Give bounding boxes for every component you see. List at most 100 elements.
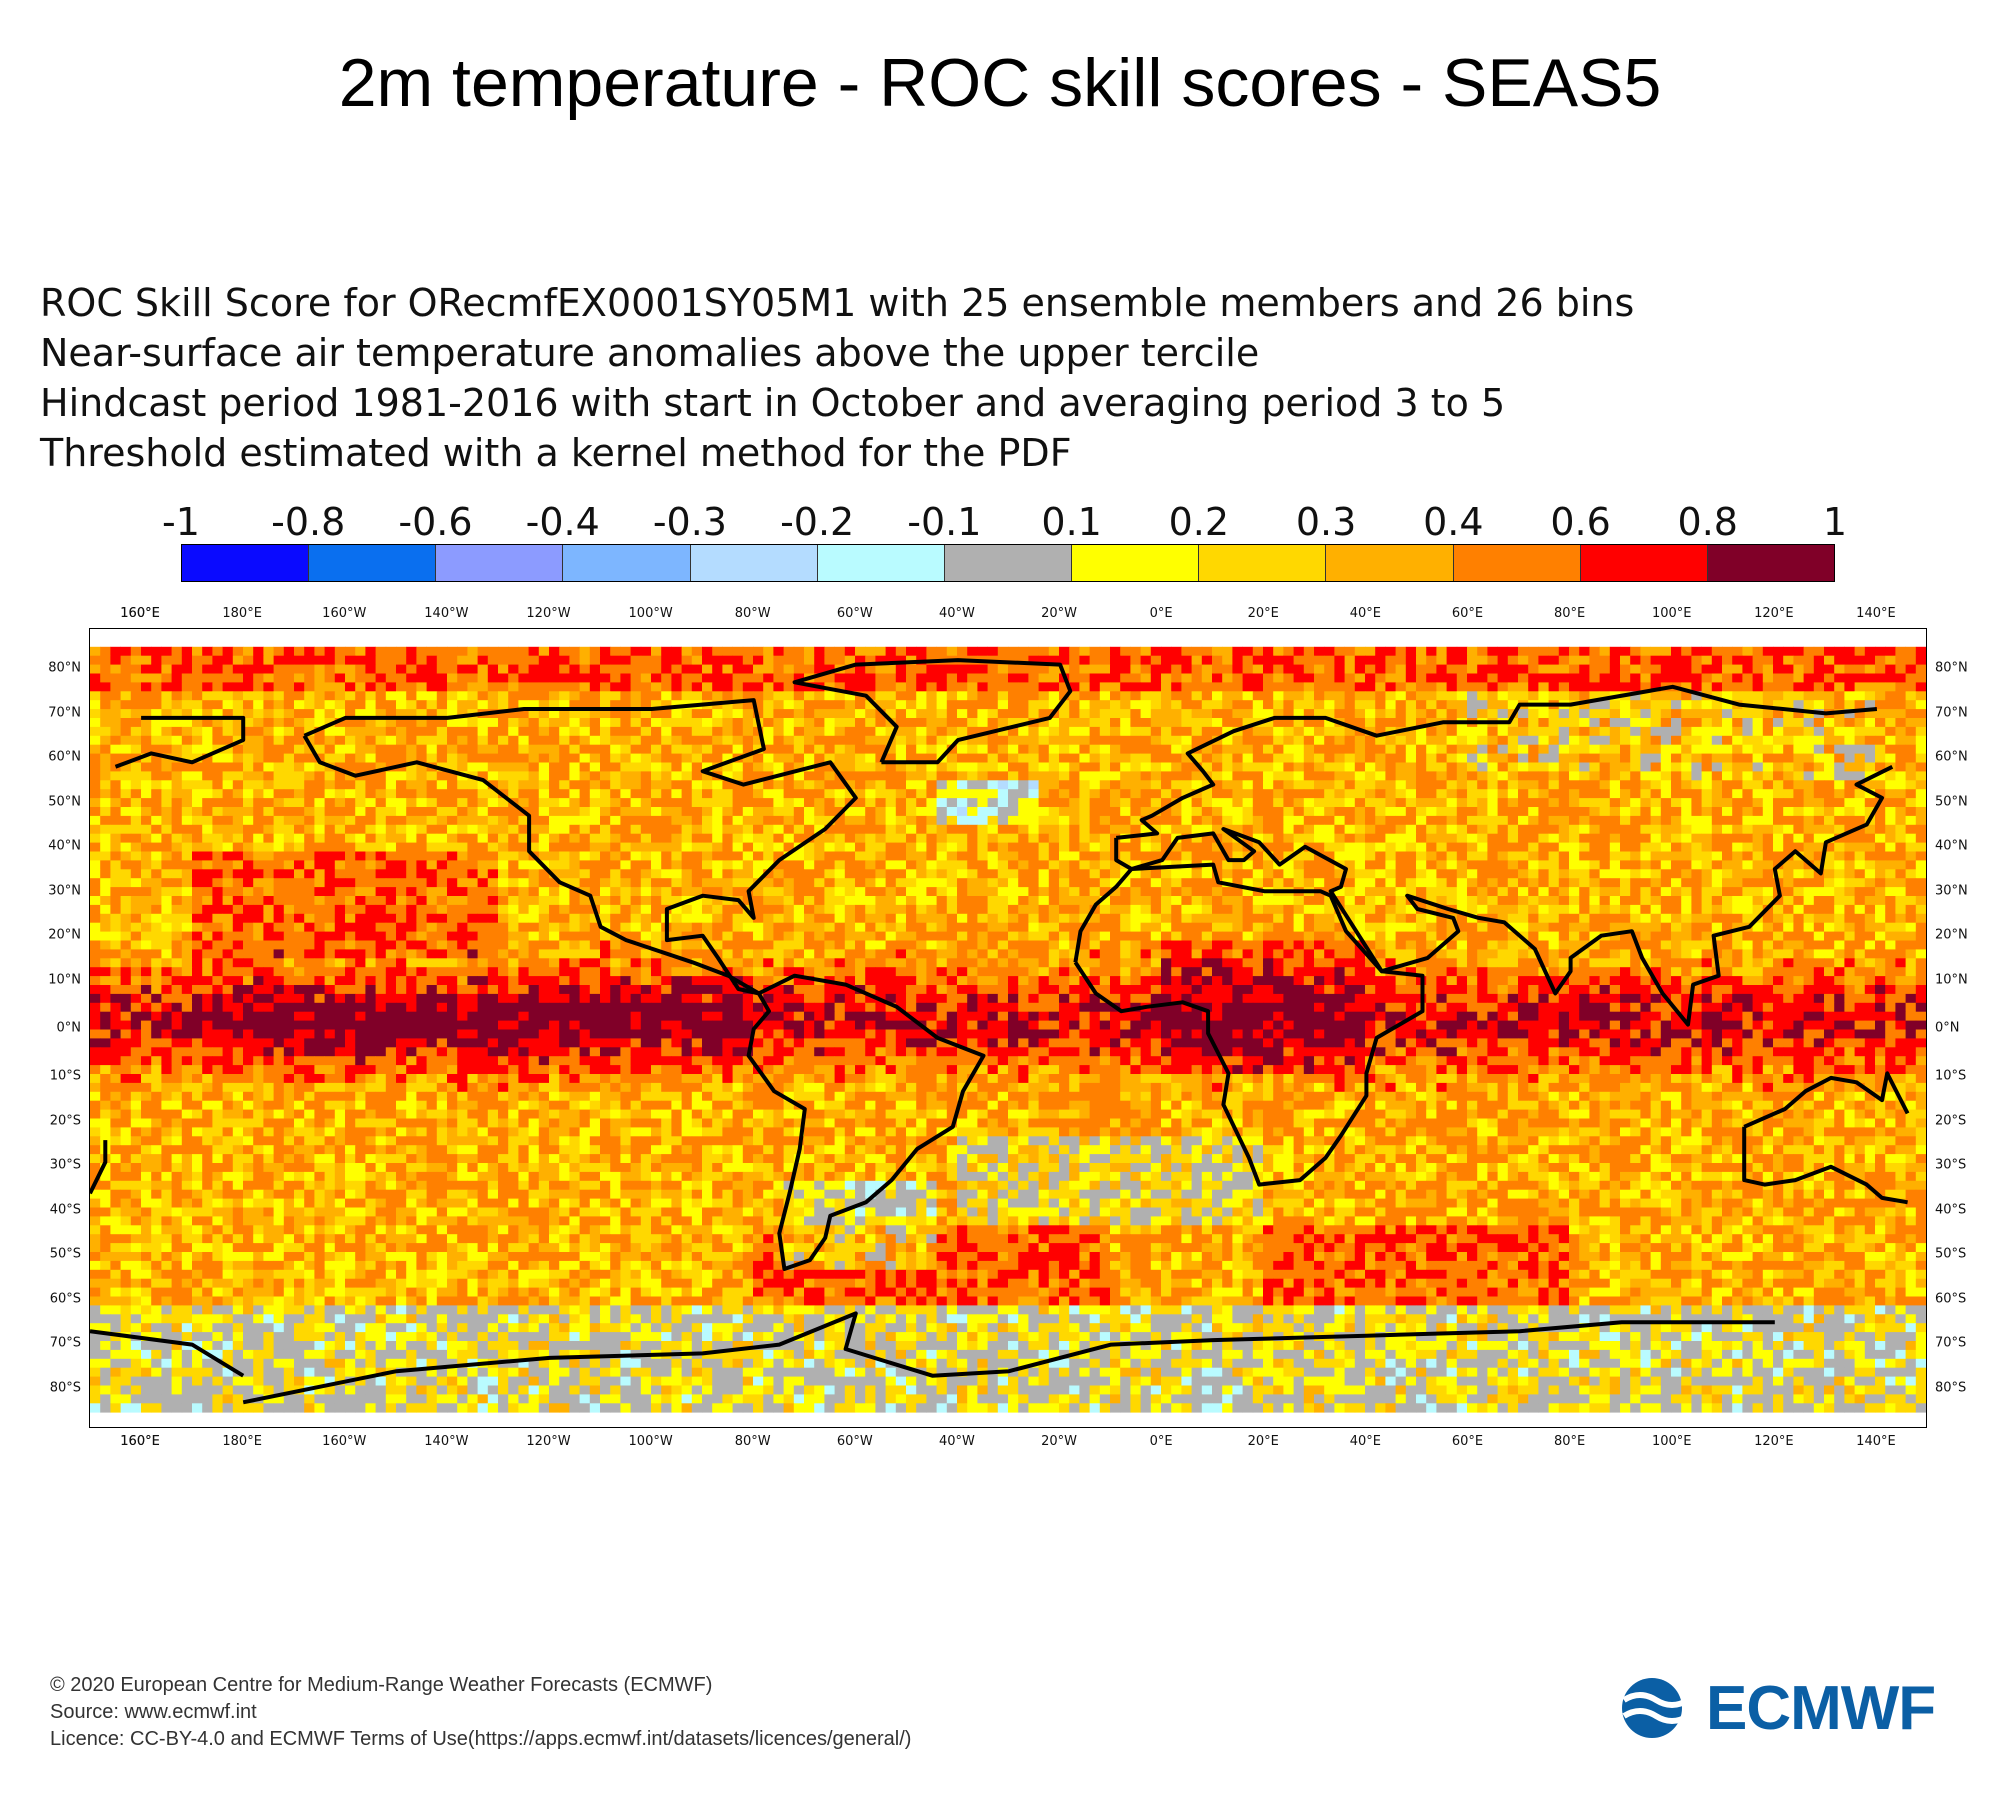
top-axis-label: 160°E: [120, 606, 160, 621]
left-axis-label: 70°N: [48, 705, 81, 721]
left-axis-label: 50°N: [48, 794, 81, 810]
legend-label: 0.1: [1041, 500, 1102, 544]
bottom-axis-label: 100°E: [1651, 1434, 1692, 1449]
top-axis-label: 60°E: [1451, 606, 1484, 621]
left-axis-label: 10°S: [49, 1068, 81, 1084]
bottom-axis-label: 60°W: [836, 1434, 873, 1449]
left-axis-label: 60°N: [48, 749, 81, 765]
left-axis-label: 10°N: [48, 972, 81, 988]
legend-label: -0.6: [398, 500, 473, 544]
right-axis-label: 10°S: [1935, 1068, 1967, 1084]
legend-swatch: [1580, 545, 1708, 581]
legend-swatch: [563, 545, 691, 581]
bottom-axis-label: 20°E: [1247, 1434, 1279, 1449]
legend-swatch: [1707, 545, 1835, 581]
left-axis-label: 60°S: [49, 1291, 81, 1307]
right-axis-label: 70°N: [1935, 705, 1968, 721]
subtitle-block: ROC Skill Score for ORecmfEX0001SY05M1 w…: [40, 278, 1840, 478]
legend-label: 1: [1822, 500, 1848, 544]
bottom-axis-label: 80°E: [1553, 1434, 1586, 1449]
left-axis-label: 30°S: [49, 1157, 81, 1173]
right-axis-label: 0°N: [1935, 1020, 1960, 1036]
left-axis-label: 30°N: [48, 883, 81, 899]
right-axis-label: 60°N: [1935, 749, 1968, 765]
right-axis-label: 20°S: [1935, 1113, 1967, 1129]
top-axis-label: 80°W: [734, 606, 771, 621]
legend-swatch: [1326, 545, 1454, 581]
bottom-axis-label: 160°E: [120, 1434, 160, 1449]
coastline-australia: [90, 1071, 1910, 1205]
legend-swatch: [182, 545, 310, 581]
bottom-axis-label: 140°E: [1856, 1434, 1896, 1449]
right-axis-label: 20°N: [1935, 927, 1968, 943]
legend-label: 0.2: [1168, 500, 1230, 544]
top-axis-label: 100°W: [628, 606, 673, 621]
top-axis-label: 40°W: [938, 606, 975, 621]
right-axis-label: 50°N: [1935, 794, 1968, 810]
bottom-axis-label: 60°E: [1451, 1434, 1484, 1449]
ecmwf-wave-icon: [1622, 1676, 1700, 1740]
subtitle-line-2: Near-surface air temperature anomalies a…: [40, 331, 1260, 375]
left-axis-label: 40°S: [49, 1202, 81, 1218]
bottom-axis-label: 80°W: [734, 1434, 771, 1449]
top-axis-label: 140°W: [424, 606, 469, 621]
footer: © 2020 European Centre for Medium-Range …: [50, 1672, 911, 1753]
legend-label: -0.8: [271, 500, 346, 544]
bottom-axis-label: 40°W: [938, 1434, 975, 1449]
right-axis-label: 70°S: [1935, 1335, 1967, 1351]
coastline-antarctica: [90, 1311, 1775, 1405]
coastline-greenland: [792, 658, 1073, 765]
bottom-axis-label: 180°E: [222, 1434, 262, 1449]
right-axis-label: 30°S: [1935, 1157, 1967, 1173]
left-axis-label: 40°N: [48, 838, 81, 854]
coastline-africa: [1073, 862, 1425, 1187]
right-axis-label: 40°S: [1935, 1202, 1967, 1218]
bottom-axis-label: 120°E: [1754, 1434, 1794, 1449]
bottom-axis-label: 160°W: [322, 1434, 367, 1449]
bottom-axis-label: 100°W: [628, 1434, 673, 1449]
ecmwf-logo-text: ECMWF: [1706, 1673, 1936, 1743]
coastline-eurasia: [114, 684, 1894, 1027]
legend-label: 0.8: [1677, 500, 1738, 544]
left-axis-label: 20°S: [49, 1113, 81, 1129]
legend-swatch: [436, 545, 564, 581]
legend-label: -0.1: [907, 500, 982, 544]
top-axis-label: 100°E: [1651, 606, 1692, 621]
top-axis-label: 20°E: [1247, 606, 1279, 621]
left-axis-label: 20°N: [48, 927, 81, 943]
footer-copyright: © 2020 European Centre for Medium-Range …: [50, 1674, 713, 1696]
bottom-axis-label: 0°E: [1149, 1434, 1173, 1449]
legend-label: -0.3: [652, 500, 727, 544]
legend-label: -1: [162, 500, 200, 544]
right-axis-label: 80°N: [1935, 660, 1968, 676]
map-panel[interactable]: [89, 628, 1927, 1428]
left-axis-label: 80°N: [48, 660, 81, 676]
top-axis-label: 120°E: [1754, 606, 1794, 621]
right-axis-label: 10°N: [1935, 972, 1968, 988]
footer-licence: Licence: CC-BY-4.0 and ECMWF Terms of Us…: [50, 1728, 912, 1750]
top-axis-label: 120°W: [526, 606, 571, 621]
footer-source: Source: www.ecmwf.int: [50, 1701, 257, 1723]
bottom-axis-label: 20°W: [1041, 1434, 1077, 1449]
right-axis-label: 80°S: [1935, 1380, 1967, 1396]
bottom-axis-label: 120°W: [526, 1434, 571, 1449]
chart-title: 2m temperature - ROC skill scores - SEAS…: [338, 45, 1662, 121]
top-axis-label: 40°E: [1349, 606, 1382, 621]
ecmwf-logo: ECMWF: [1620, 1674, 1960, 1743]
bottom-axis-label: 140°W: [424, 1434, 469, 1449]
right-axis-label: 60°S: [1935, 1291, 1967, 1307]
top-axis-label: 20°W: [1041, 606, 1077, 621]
legend-swatch: [1199, 545, 1327, 581]
legend-label: 0.3: [1295, 500, 1357, 544]
left-axis-label: 50°S: [49, 1246, 81, 1262]
top-axis-label: 180°E: [222, 606, 262, 621]
top-axis-label: 140°E: [1856, 606, 1896, 621]
right-axis-label: 40°N: [1935, 838, 1968, 854]
subtitle-line-3: Hindcast period 1981-2016 with start in …: [40, 381, 1506, 425]
legend-label: 0.6: [1550, 500, 1611, 544]
legend-swatch: [944, 545, 1073, 581]
legend-label: 0.4: [1423, 500, 1484, 544]
left-axis-label: 80°S: [49, 1380, 81, 1396]
top-axis-label: 160°W: [322, 606, 367, 621]
skill-score-grid: [90, 646, 1926, 1413]
